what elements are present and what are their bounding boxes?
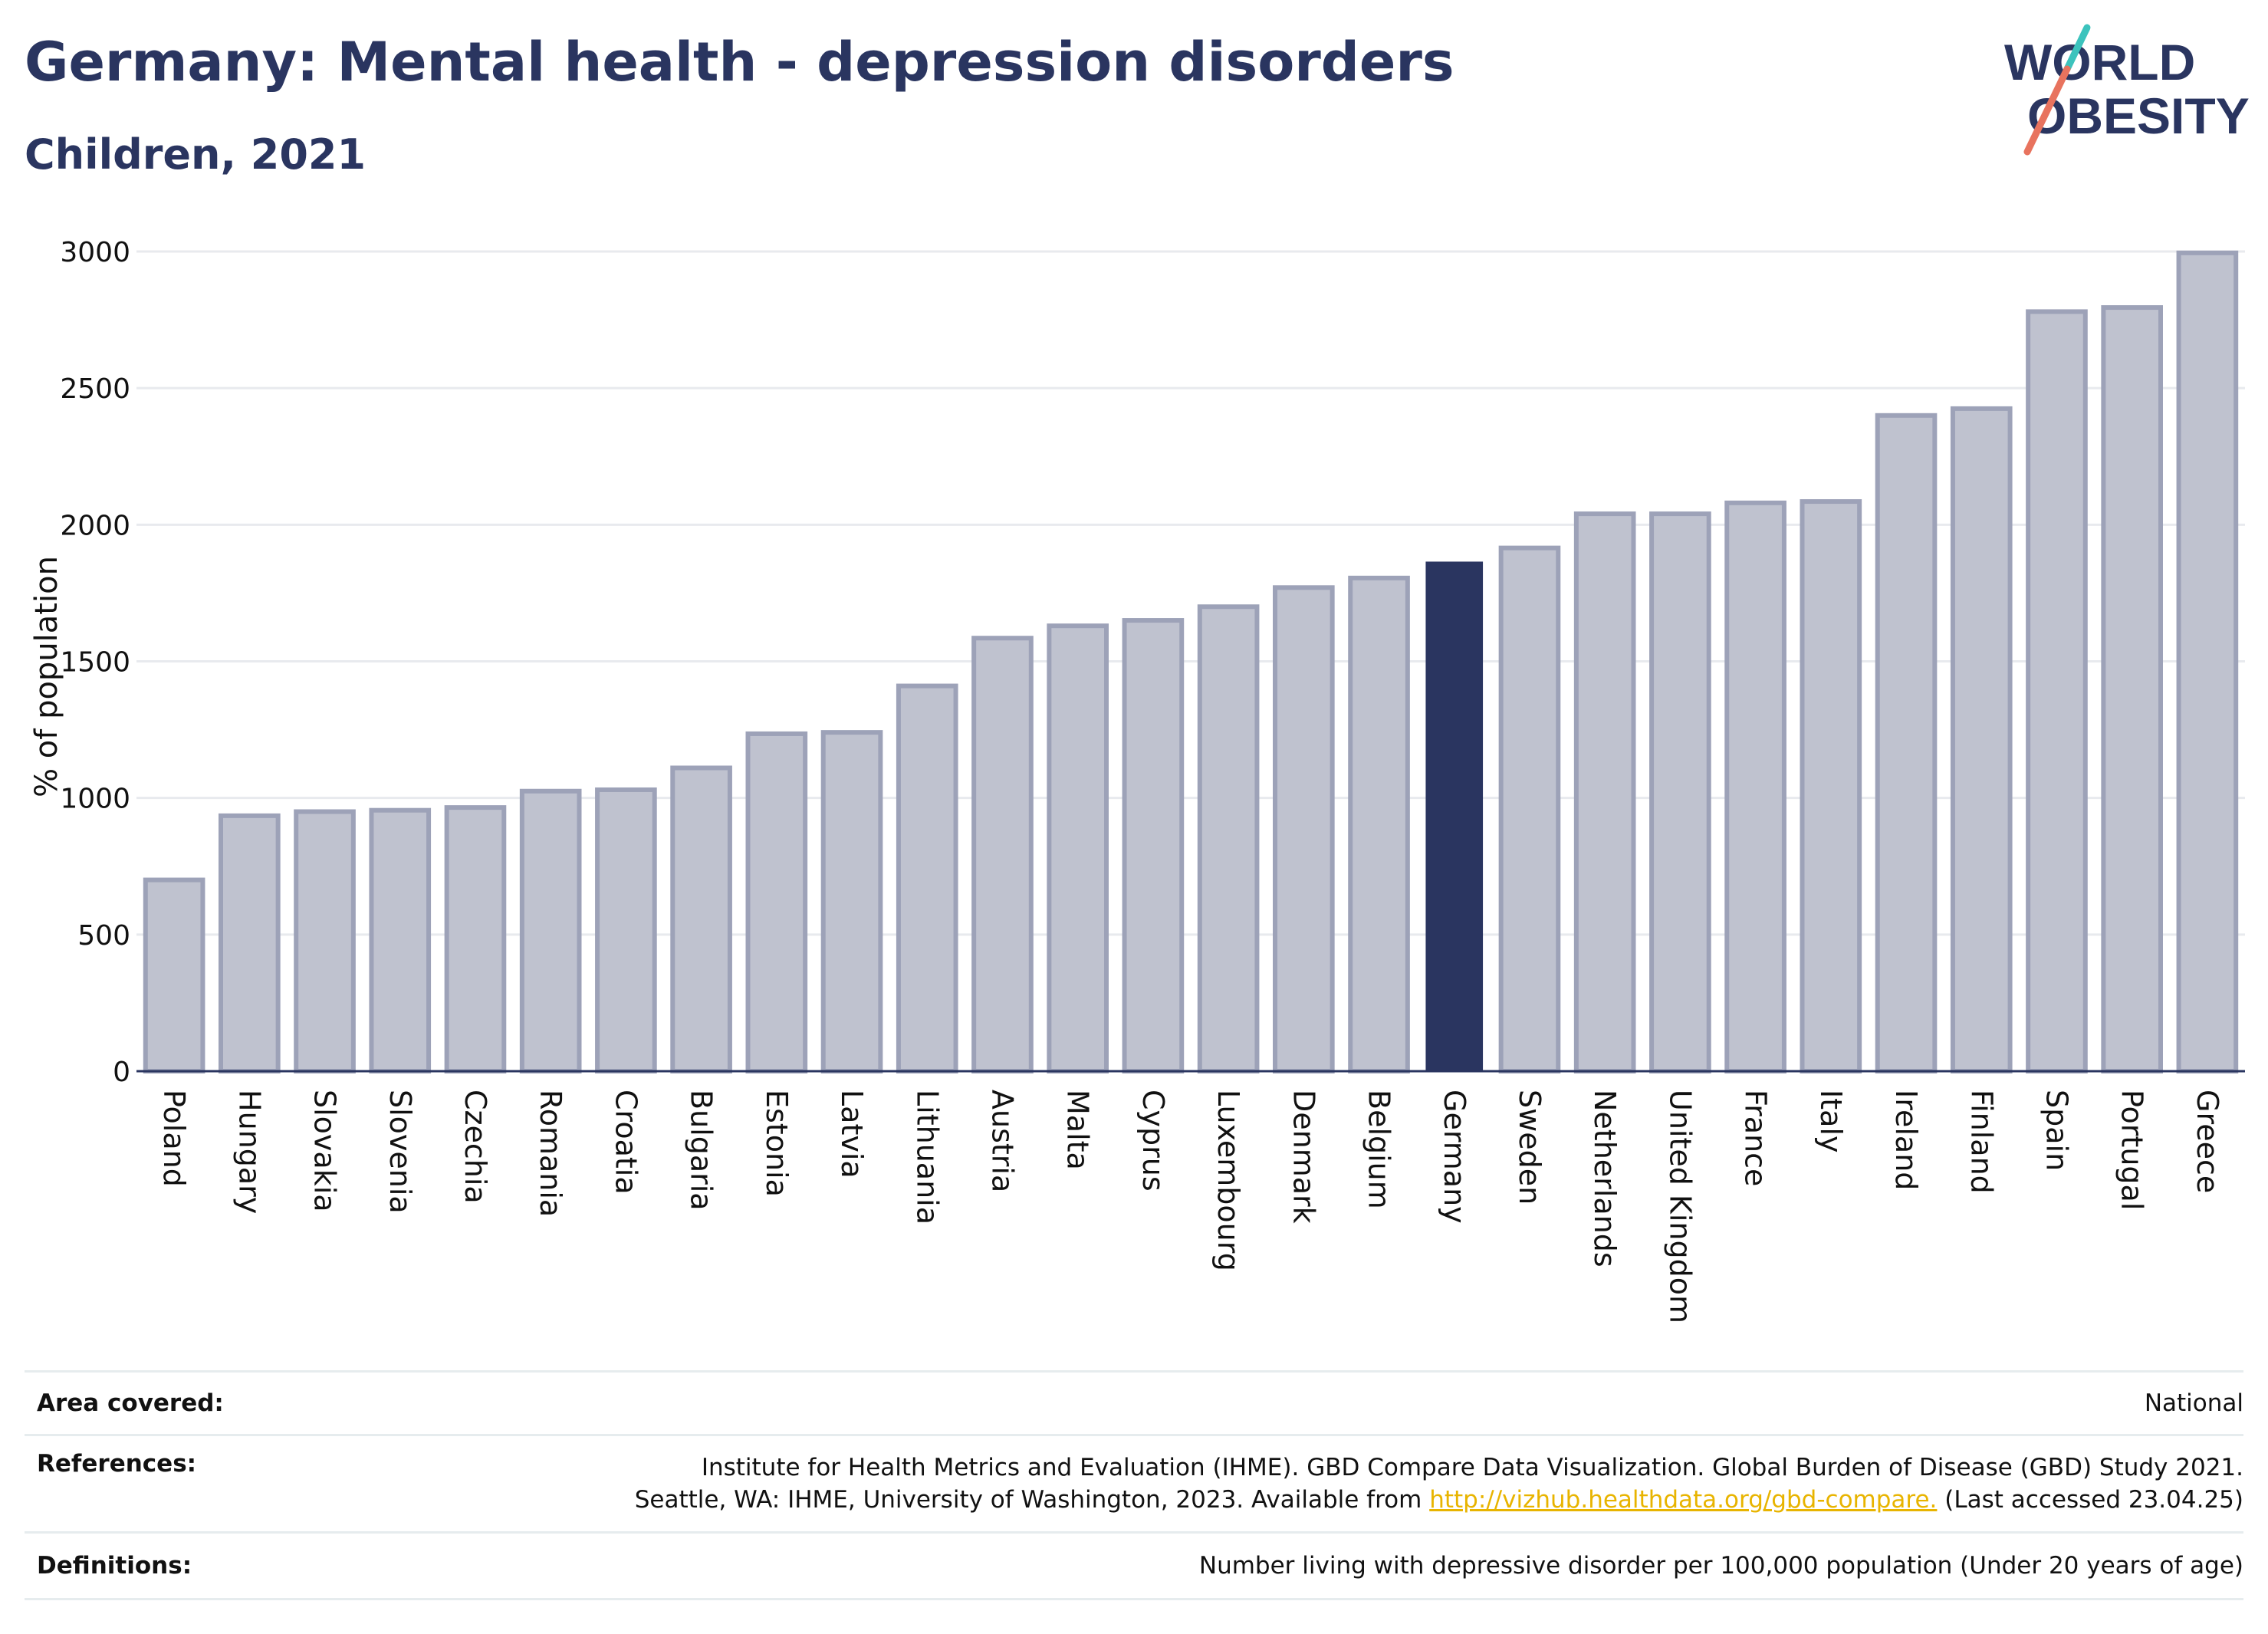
bar — [2026, 309, 2088, 1074]
x-tick-label: Estonia — [760, 1090, 794, 1197]
bar — [1197, 604, 1260, 1073]
x-tick-label: Lithuania — [910, 1090, 944, 1225]
references-line-1: Institute for Health Metrics and Evaluat… — [701, 1454, 2243, 1481]
logo-slash-coral — [2023, 65, 2071, 156]
footer-row-area: Area covered: National — [25, 1370, 2243, 1434]
x-tick-label: Spain — [2040, 1090, 2073, 1171]
bar — [1649, 511, 1711, 1073]
bar — [294, 809, 356, 1073]
bar-chart: 0 500 1000 1500 2000 2500 3000 % of population P… — [29, 237, 2245, 1323]
area-value: National — [2144, 1389, 2243, 1417]
logo-text-obesity: OBESITY — [2027, 87, 2250, 144]
definitions-label: Definitions: — [37, 1552, 192, 1580]
bar — [896, 683, 958, 1073]
x-tick-label: Belgium — [1362, 1090, 1396, 1209]
x-tick-label: Italy — [1814, 1090, 1848, 1152]
bar — [2101, 305, 2164, 1073]
x-tick-label: United Kingdom — [1663, 1090, 1697, 1323]
bar — [1348, 575, 1410, 1073]
chart-title: Germany: Mental health - depression diso… — [25, 31, 1454, 94]
x-tick-label: Slovenia — [383, 1090, 417, 1214]
bar — [1273, 585, 1335, 1073]
definitions-value: Number living with depressive disorder p… — [1198, 1552, 2243, 1580]
world-obesity-logo: WORLD OBESITY — [2004, 24, 2250, 156]
x-tick-label: Croatia — [609, 1090, 643, 1195]
x-tick-label: Luxembourg — [1211, 1090, 1245, 1271]
bar — [745, 731, 808, 1073]
x-tick-label: Hungary — [232, 1090, 266, 1214]
x-tick-label: Poland — [157, 1090, 191, 1187]
bar — [143, 877, 205, 1073]
bar — [971, 636, 1034, 1073]
bar — [670, 765, 732, 1073]
x-tick-label: Portugal — [2115, 1090, 2149, 1210]
logo-text-world: WORLD — [2004, 34, 2195, 90]
bar — [444, 805, 507, 1073]
x-tick-label: Netherlands — [1588, 1090, 1622, 1267]
y-tick-label: 500 — [77, 920, 130, 952]
references-label: References: — [37, 1450, 197, 1478]
y-tick-label: 1500 — [60, 647, 130, 679]
references-text: Institute for Health Metrics and Evaluat… — [635, 1452, 2243, 1516]
bar — [1800, 499, 1862, 1073]
x-tick-label: Bulgaria — [685, 1090, 718, 1211]
bar — [369, 807, 432, 1073]
bar — [1122, 618, 1185, 1073]
references-line-2: Seattle, WA: IHME, University of Washing… — [635, 1484, 2243, 1516]
x-tick-label: Cyprus — [1136, 1090, 1170, 1192]
bar — [2176, 250, 2239, 1074]
x-tick-label: France — [1739, 1090, 1773, 1186]
x-tick-label: Romania — [534, 1090, 567, 1217]
x-tick-label: Slovakia — [308, 1090, 342, 1212]
area-label: Area covered: — [37, 1389, 224, 1417]
bar — [519, 788, 582, 1073]
bar — [1950, 406, 2013, 1073]
x-tick-label: Ireland — [1889, 1090, 1923, 1190]
y-tick-label: 2000 — [60, 510, 130, 541]
references-line-2-suffix: (Last accessed 23.04.25) — [1944, 1486, 2243, 1514]
x-tick-label: Malta — [1061, 1090, 1095, 1170]
y-axis-title: % of population — [29, 556, 64, 797]
x-tick-label: Finland — [1964, 1090, 1998, 1194]
y-tick-label: 2500 — [60, 373, 130, 405]
x-tick-label: Denmark — [1287, 1090, 1320, 1224]
x-tick-label: Sweden — [1513, 1090, 1547, 1205]
x-tick-label: Czechia — [459, 1090, 492, 1204]
bar — [219, 813, 281, 1074]
x-tick-label: Latvia — [835, 1090, 869, 1179]
bar — [1875, 413, 1938, 1073]
bar — [1425, 561, 1484, 1071]
x-tick-label: Germany — [1438, 1090, 1471, 1224]
footer-row-definitions: Definitions: Number living with depressi… — [25, 1531, 2243, 1600]
chart-footer: Area covered: National References: Insti… — [25, 1370, 2243, 1600]
footer-row-references: References: Institute for Health Metrics… — [25, 1434, 2243, 1531]
bar — [595, 787, 657, 1074]
chart-subtitle: Children, 2021 — [25, 130, 366, 179]
y-tick-label: 0 — [113, 1057, 130, 1088]
x-tick-label: Austria — [985, 1090, 1019, 1192]
y-tick-label: 3000 — [60, 237, 130, 268]
references-line-2-prefix: Seattle, WA: IHME, University of Washing… — [634, 1486, 1422, 1514]
y-tick-label: 1000 — [60, 784, 130, 815]
bar — [1724, 500, 1786, 1073]
logo-slash-teal — [2063, 24, 2091, 73]
x-tick-label: Greece — [2191, 1090, 2224, 1193]
gbd-compare-link[interactable]: http://vizhub.healthdata.org/gbd-compare… — [1429, 1486, 1938, 1514]
bar — [1573, 511, 1636, 1073]
bar — [1047, 623, 1109, 1073]
bar — [820, 730, 883, 1073]
bar — [1498, 545, 1561, 1073]
